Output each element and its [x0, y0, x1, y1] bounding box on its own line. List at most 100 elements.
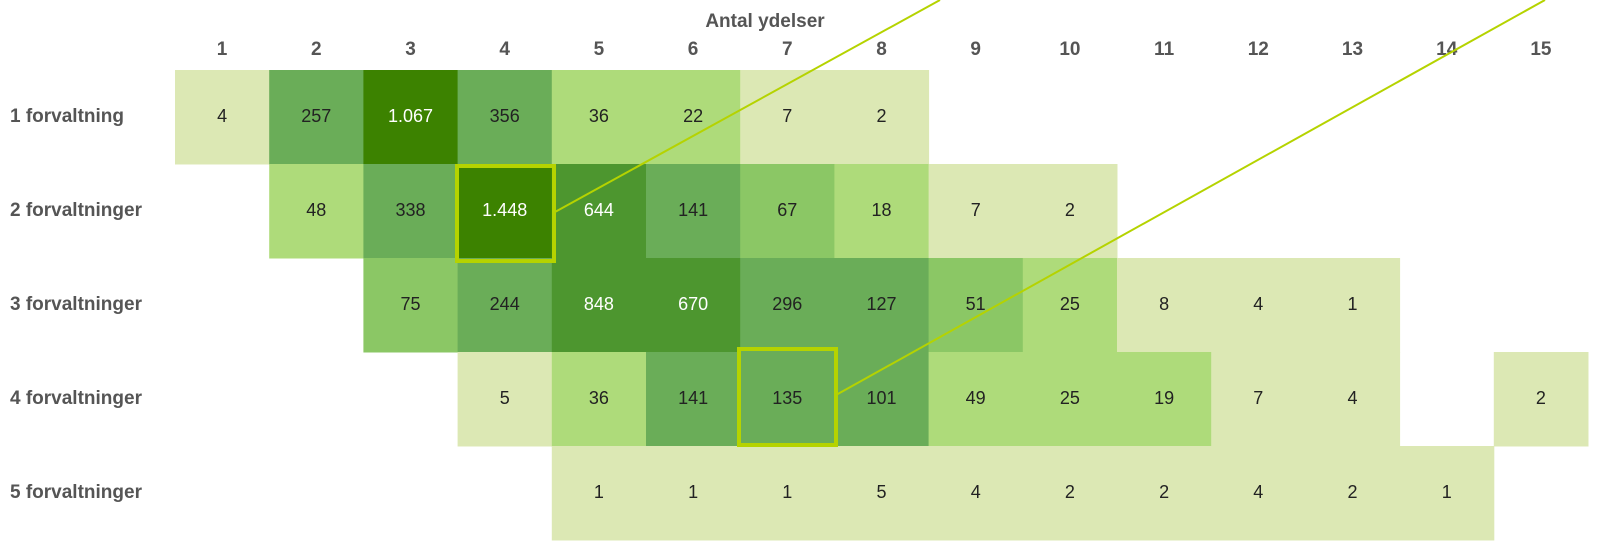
cell-value: 25	[1060, 388, 1080, 408]
cell	[551, 70, 647, 165]
cells: 4 257 1.067 356 36 22 7 248 338 1.448 644 141 67 18 7 2…	[175, 70, 1589, 541]
cell-value: 2	[1347, 482, 1357, 502]
cell-value: 2	[1065, 200, 1075, 220]
cell-value: 141	[678, 200, 708, 220]
column-header: 13	[1342, 39, 1363, 60]
cell	[646, 446, 741, 541]
cell	[646, 164, 741, 259]
row-label: 2 forvaltninger	[10, 200, 143, 221]
cell-value: 2	[876, 106, 886, 126]
cell	[740, 164, 835, 259]
cell-value: 51	[966, 294, 986, 314]
row-label: 3 forvaltninger	[10, 294, 143, 315]
cell-value: 67	[777, 200, 797, 220]
column-header: 8	[876, 39, 887, 60]
cell	[1493, 352, 1589, 447]
cell-value: 36	[589, 388, 609, 408]
cell-value: 257	[301, 106, 331, 126]
cell	[1022, 164, 1118, 259]
cell	[1305, 446, 1401, 541]
cell	[551, 446, 647, 541]
cell-value: 644	[584, 200, 614, 220]
cell	[551, 164, 647, 259]
cell-value: 848	[584, 294, 614, 314]
cell-value: 18	[871, 200, 891, 220]
cell-value: 36	[589, 106, 609, 126]
cell-value: 670	[678, 294, 708, 314]
cell	[457, 352, 553, 447]
cell	[646, 258, 741, 353]
pointer-line	[835, 0, 1546, 396]
cell-value: 5	[500, 388, 510, 408]
cell	[1022, 258, 1118, 353]
cell	[1022, 352, 1118, 447]
cell	[834, 70, 930, 165]
cell	[928, 258, 1024, 353]
cell	[834, 164, 930, 259]
cell	[1305, 352, 1401, 447]
cell	[834, 352, 930, 447]
cell-value: 141	[678, 388, 708, 408]
cell-value: 1	[594, 482, 604, 502]
cell	[1211, 352, 1306, 447]
column-header: 7	[782, 39, 793, 60]
cell	[175, 70, 270, 165]
highlight-box	[737, 347, 838, 447]
cell-value: 127	[866, 294, 896, 314]
cell-value: 296	[772, 294, 802, 314]
cell	[740, 258, 835, 353]
cell-value: 135	[772, 388, 802, 408]
cell	[834, 258, 930, 353]
row-label: 4 forvaltninger	[10, 388, 143, 409]
column-header: 5	[594, 39, 605, 60]
column-header: 10	[1059, 39, 1080, 60]
title: Antal ydelser	[705, 11, 825, 32]
cell-value: 22	[683, 106, 703, 126]
cell-value: 5	[876, 482, 886, 502]
cell	[646, 70, 741, 165]
cell	[740, 70, 835, 165]
cell	[834, 446, 930, 541]
column-header: 4	[499, 39, 510, 60]
cell-value: 4	[1253, 294, 1263, 314]
cell-value: 2	[1065, 482, 1075, 502]
cell	[1117, 352, 1212, 447]
cell-value: 1	[782, 482, 792, 502]
row-label: 1 forvaltning	[10, 106, 124, 127]
cell-value: 1.448	[482, 200, 527, 220]
cell-value: 4	[217, 106, 227, 126]
cell-value: 356	[490, 106, 520, 126]
cell	[740, 446, 835, 541]
cell	[1211, 258, 1306, 353]
cell-value: 1	[1442, 482, 1452, 502]
column-header: 9	[970, 39, 981, 60]
column-header: 2	[311, 39, 322, 60]
cell-value: 244	[490, 294, 520, 314]
cell	[363, 70, 459, 165]
cell-value: 1.067	[388, 106, 433, 126]
cell-value: 75	[400, 294, 420, 314]
pointer-line	[554, 0, 941, 213]
cell	[1399, 446, 1495, 541]
column-header: 11	[1154, 39, 1175, 60]
cell-value: 2	[1536, 388, 1546, 408]
cell-value: 7	[782, 106, 792, 126]
column-header: 15	[1530, 39, 1552, 60]
cell	[363, 258, 459, 353]
highlight-box	[455, 164, 556, 263]
highlights	[455, 0, 1546, 447]
cell	[1305, 258, 1401, 353]
cell-value: 4	[1253, 482, 1263, 502]
cell	[646, 352, 741, 447]
cell-value: 4	[971, 482, 981, 502]
cell-value: 25	[1060, 294, 1080, 314]
cell	[269, 70, 364, 165]
cell	[928, 164, 1024, 259]
cell	[1117, 446, 1212, 541]
cell-value: 2	[1159, 482, 1169, 502]
cell	[928, 352, 1024, 447]
cell	[551, 258, 647, 353]
column-header: 6	[688, 39, 699, 60]
cell-value: 48	[306, 200, 326, 220]
